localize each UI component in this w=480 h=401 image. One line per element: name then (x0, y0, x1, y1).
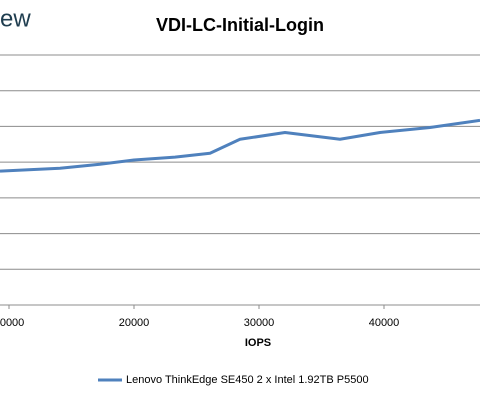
legend-label: Lenovo ThinkEdge SE450 2 x Intel 1.92TB … (126, 374, 369, 386)
series-line (0, 118, 480, 173)
x-tick-label: 30000 (244, 317, 275, 329)
x-tick-label: 10000 (0, 317, 24, 329)
x-tick-label: 20000 (119, 317, 150, 329)
x-tick-label: 40000 (369, 317, 400, 329)
logo: ew (0, 5, 31, 32)
x-axis-label: IOPS (245, 337, 271, 349)
chart-title: VDI-LC-Initial-Login (156, 15, 324, 35)
